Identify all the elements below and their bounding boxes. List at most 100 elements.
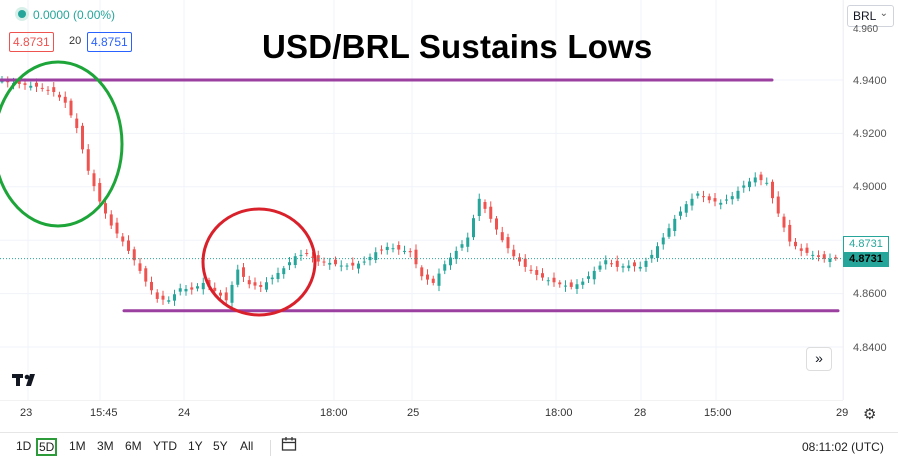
candle-body bbox=[460, 244, 464, 248]
candle-body bbox=[328, 262, 332, 265]
currency-select[interactable]: BRL ⌄ bbox=[847, 5, 894, 27]
price-label: 4.8400 bbox=[853, 342, 887, 354]
candle-body bbox=[98, 182, 102, 202]
candle-body bbox=[713, 198, 717, 202]
time-label: 18:00 bbox=[545, 407, 573, 419]
candle-body bbox=[414, 249, 418, 265]
candle-body bbox=[236, 269, 240, 285]
candle-body bbox=[834, 257, 838, 259]
ask-price-button[interactable]: 4.8751 bbox=[87, 32, 132, 52]
range-button-5d[interactable]: 5D bbox=[36, 438, 58, 456]
candle-body bbox=[437, 273, 441, 286]
price-label: 4.8600 bbox=[853, 288, 887, 300]
candle-body bbox=[753, 177, 757, 183]
candle-body bbox=[52, 87, 56, 93]
tradingview-logo[interactable] bbox=[12, 372, 42, 393]
candle-body bbox=[397, 245, 401, 250]
candle-body bbox=[794, 241, 797, 247]
candle-body bbox=[569, 282, 573, 287]
candle-body bbox=[518, 257, 521, 262]
candlestick-chart[interactable] bbox=[0, 0, 844, 400]
candle-body bbox=[679, 211, 682, 216]
candle-body bbox=[213, 287, 217, 291]
candle-body bbox=[426, 274, 429, 280]
candle-body bbox=[782, 216, 786, 228]
candle-body bbox=[121, 236, 125, 242]
candle-body bbox=[311, 256, 314, 258]
candle-body bbox=[707, 196, 711, 201]
last-price-tag: 4.8731 bbox=[843, 252, 889, 267]
candle-body bbox=[196, 286, 199, 289]
candle-body bbox=[638, 266, 642, 269]
gear-icon[interactable]: ⚙ bbox=[863, 406, 877, 423]
candle-body bbox=[86, 149, 90, 171]
time-label: 18:00 bbox=[320, 407, 348, 419]
candle-body bbox=[529, 269, 533, 271]
candle-body bbox=[725, 199, 728, 201]
candle-body bbox=[615, 260, 619, 267]
candle-body bbox=[357, 263, 360, 269]
candle-body bbox=[587, 276, 590, 279]
range-button-3m[interactable]: 3M bbox=[97, 439, 114, 453]
candle-body bbox=[822, 254, 826, 259]
double-chevron-right-icon: » bbox=[815, 350, 823, 366]
candle-body bbox=[385, 246, 389, 251]
candle-body bbox=[817, 255, 820, 257]
calendar-icon[interactable] bbox=[281, 436, 297, 452]
range-button-6m[interactable]: 6M bbox=[125, 439, 142, 453]
candle-body bbox=[265, 282, 268, 290]
candle-body bbox=[477, 198, 481, 217]
candle-body bbox=[742, 185, 746, 188]
candle-body bbox=[374, 252, 378, 260]
price-label-cut: 4.960 bbox=[853, 24, 879, 35]
candle-body bbox=[144, 268, 148, 282]
bid-price-button[interactable]: 4.8731 bbox=[9, 32, 54, 52]
candle-body bbox=[420, 267, 424, 277]
range-button-all[interactable]: All bbox=[240, 439, 254, 453]
candle-body bbox=[512, 249, 516, 257]
range-button-ytd[interactable]: YTD bbox=[153, 439, 177, 453]
candle-body bbox=[690, 198, 694, 206]
candle-body bbox=[69, 100, 73, 116]
candle-body bbox=[224, 292, 228, 301]
candle-body bbox=[104, 203, 107, 214]
candle-body bbox=[472, 218, 475, 238]
candle-body bbox=[656, 246, 659, 259]
candle-body bbox=[81, 125, 84, 150]
candle-body bbox=[546, 280, 550, 282]
spread-value: 20 bbox=[69, 35, 82, 47]
candle-body bbox=[684, 204, 688, 213]
price-axis[interactable] bbox=[842, 0, 898, 400]
candle-body bbox=[299, 254, 303, 256]
scroll-to-realtime-button[interactable]: » bbox=[806, 347, 832, 371]
range-button-5y[interactable]: 5Y bbox=[213, 439, 228, 453]
time-label: 15:00 bbox=[704, 407, 732, 419]
candle-body bbox=[92, 173, 96, 187]
range-button-1m[interactable]: 1M bbox=[69, 439, 86, 453]
price-chart[interactable] bbox=[0, 0, 844, 400]
currency-label: BRL bbox=[853, 9, 877, 23]
candle-body bbox=[592, 270, 596, 280]
time-label: 28 bbox=[634, 407, 647, 419]
candle-body bbox=[719, 202, 723, 205]
time-label: 15:45 bbox=[90, 407, 118, 419]
utc-clock[interactable]: 08:11:02 (UTC) bbox=[802, 440, 884, 454]
candle-body bbox=[736, 190, 740, 199]
candle-body bbox=[610, 263, 613, 265]
candle-body bbox=[293, 256, 297, 266]
toolbar-divider bbox=[270, 440, 271, 456]
candle-body bbox=[247, 280, 251, 285]
last-price-tag-upper: 4.8731 bbox=[843, 236, 889, 253]
range-button-1d[interactable]: 1D bbox=[16, 439, 32, 453]
time-axis[interactable] bbox=[0, 399, 898, 428]
time-label: 25 bbox=[407, 407, 420, 419]
candle-body bbox=[63, 96, 67, 103]
candle-body bbox=[334, 259, 337, 265]
candle-body bbox=[339, 265, 343, 267]
range-button-1y[interactable]: 1Y bbox=[188, 439, 203, 453]
candle-body bbox=[673, 218, 677, 232]
candle-body bbox=[288, 262, 291, 266]
market-status-icon bbox=[18, 10, 26, 18]
candle-body bbox=[627, 265, 631, 269]
candle-body bbox=[150, 281, 153, 291]
